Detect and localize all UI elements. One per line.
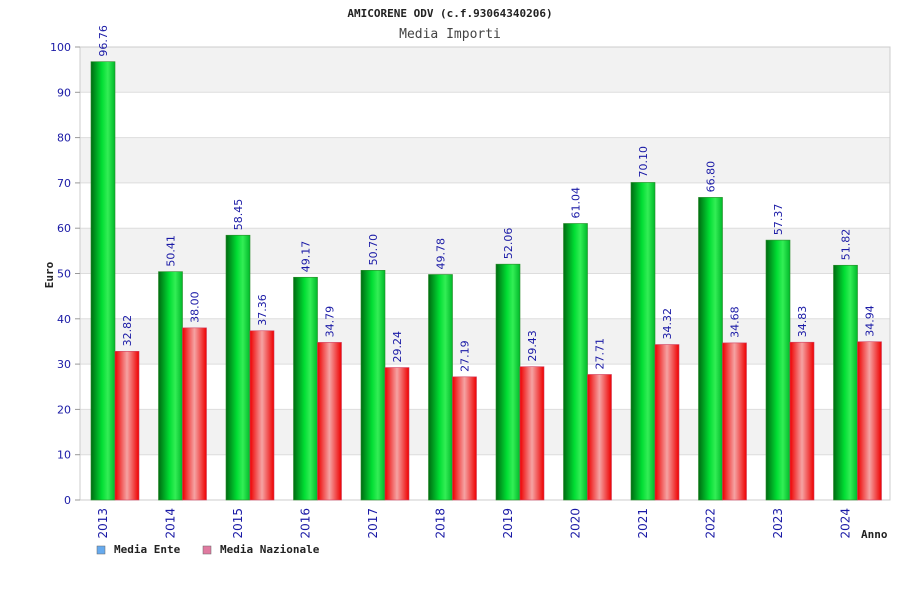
data-label: 34.79 <box>324 306 337 338</box>
bar-media-nazionale-2020 <box>587 374 612 501</box>
grid-band <box>80 318 890 365</box>
data-label: 37.36 <box>256 294 269 326</box>
y-tick-label: 0 <box>64 494 71 507</box>
legend: Media Ente Media Nazionale <box>96 543 320 556</box>
data-label: 34.94 <box>864 305 877 337</box>
bar-media-ente-2024 <box>833 264 858 501</box>
y-tick-label: 60 <box>57 222 71 235</box>
data-label: 32.82 <box>121 315 134 347</box>
data-labels: 96.76 32.82 50.41 38.00 58.45 37.36 49.17 34.79… <box>97 25 877 372</box>
grid-band <box>80 137 890 183</box>
data-label: 49.17 <box>300 241 313 273</box>
data-label: 34.32 <box>661 308 674 340</box>
y-tick-label: 40 <box>57 313 71 326</box>
data-label: 52.06 <box>502 228 515 260</box>
data-label: 50.41 <box>165 235 178 267</box>
bar-media-ente-2017 <box>360 270 386 501</box>
legend-swatch-media-nazionale <box>202 545 212 555</box>
bar-media-nazionale-2013 <box>114 351 140 501</box>
bar-media-nazionale-2023 <box>789 341 815 501</box>
grid-band <box>80 47 890 93</box>
y-tick-label: 10 <box>57 449 71 462</box>
legend-label-media-nazionale: Media Nazionale <box>220 543 320 556</box>
data-label: 27.19 <box>459 340 472 372</box>
bar-media-nazionale-2019 <box>519 366 545 501</box>
bar-media-nazionale-2017 <box>384 367 410 501</box>
x-tick-label: 2013 <box>96 508 110 539</box>
bar-media-ente-2016 <box>293 276 318 501</box>
legend-swatch-media-ente <box>96 545 106 555</box>
bar-media-ente-2013 <box>90 61 116 501</box>
data-label: 38.00 <box>189 291 202 323</box>
plot-area <box>79 46 891 501</box>
data-label: 29.43 <box>526 330 539 362</box>
data-label: 61.04 <box>570 187 583 219</box>
y-axis-label: Euro <box>43 261 56 288</box>
x-tick-label: 2019 <box>501 508 515 539</box>
y-tick-label: 80 <box>57 132 71 145</box>
bar-media-ente-2015 <box>225 234 251 501</box>
y-tick-label: 100 <box>50 41 71 54</box>
x-tick-label: 2018 <box>434 508 448 539</box>
x-tick-label: 2022 <box>704 508 718 539</box>
bar-media-ente-2021 <box>630 182 656 501</box>
bar-media-ente-2020 <box>563 223 588 501</box>
bar-media-nazionale-2021 <box>654 344 680 501</box>
data-label: 27.71 <box>594 338 607 370</box>
bar-media-nazionale-2016 <box>317 342 342 501</box>
data-label: 49.78 <box>435 238 448 270</box>
data-label: 58.45 <box>232 199 245 231</box>
y-axis-ticks: 0 10 20 30 40 50 60 70 80 90 100 <box>50 41 80 507</box>
data-label: 51.82 <box>840 229 853 261</box>
x-tick-label: 2024 <box>839 508 853 539</box>
y-tick-label: 20 <box>57 403 71 416</box>
bar-media-ente-2019 <box>495 263 521 501</box>
x-tick-label: 2014 <box>164 508 178 539</box>
legend-label-media-ente: Media Ente <box>114 543 181 556</box>
y-tick-label: 90 <box>57 86 71 99</box>
bar-media-nazionale-2015 <box>249 330 275 501</box>
data-label: 66.80 <box>705 161 718 193</box>
data-label: 29.24 <box>391 331 404 363</box>
data-label: 34.68 <box>729 306 742 338</box>
x-tick-label: 2021 <box>636 508 650 539</box>
grid-band <box>80 409 890 455</box>
y-tick-label: 70 <box>57 177 71 190</box>
x-axis-label: Anno <box>861 528 888 541</box>
data-label: 70.10 <box>637 146 650 178</box>
x-tick-label: 2020 <box>569 508 583 539</box>
y-tick-label: 30 <box>57 358 71 371</box>
x-tick-label: 2016 <box>299 508 313 539</box>
bar-media-ente-2023 <box>765 239 791 501</box>
chart-subtitle: Media Importi <box>399 27 501 42</box>
data-label: 34.83 <box>796 306 809 338</box>
bar-media-nazionale-2022 <box>722 342 747 501</box>
bars <box>90 61 882 501</box>
y-tick-label: 50 <box>57 268 71 281</box>
bar-media-nazionale-2014 <box>182 327 207 501</box>
x-tick-label: 2023 <box>771 508 785 539</box>
bar-media-nazionale-2018 <box>452 376 477 501</box>
chart-title: AMICORENE ODV (c.f.93064340206) <box>347 7 552 20</box>
bar-media-nazionale-2024 <box>857 341 882 501</box>
x-tick-label: 2017 <box>366 508 380 539</box>
bar-media-ente-2022 <box>698 197 723 501</box>
grid-band <box>80 228 890 274</box>
x-tick-label: 2015 <box>231 508 245 539</box>
bar-media-ente-2018 <box>428 274 453 501</box>
bar-media-ente-2014 <box>158 271 183 501</box>
x-axis-ticks: 2013 2014 2015 2016 2017 2018 2019 2020 2021 2022… <box>96 508 853 539</box>
data-label: 50.70 <box>367 234 380 266</box>
data-label: 96.76 <box>97 25 110 57</box>
data-label: 57.37 <box>772 204 785 236</box>
